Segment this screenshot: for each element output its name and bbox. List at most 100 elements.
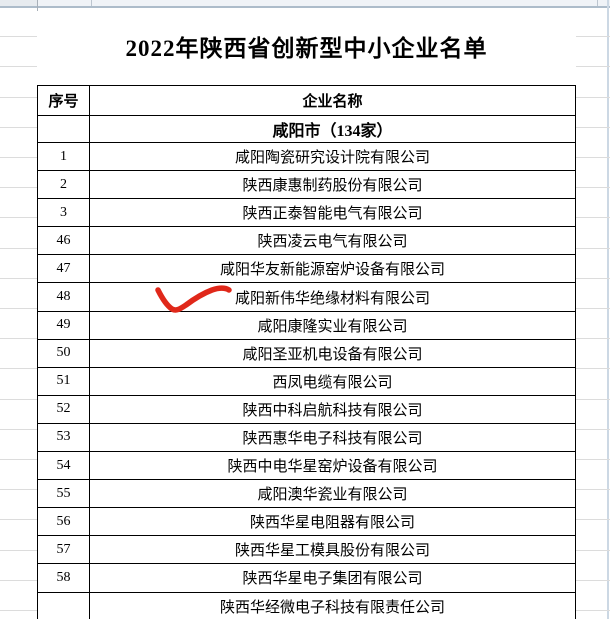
gridline-horizontal xyxy=(0,610,37,611)
table-row: 2 陕西康惠制药股份有限公司 xyxy=(37,170,576,200)
gridline-horizontal xyxy=(576,549,610,551)
row-number-cell[interactable]: 57 xyxy=(37,535,90,565)
company-name-cell[interactable]: 陕西华经微电子科技有限责任公司 xyxy=(89,591,576,619)
gridline-horizontal xyxy=(0,217,37,219)
gridline-horizontal xyxy=(576,277,610,279)
gridline-horizontal xyxy=(0,579,37,581)
row-number-cell[interactable]: 2 xyxy=(37,170,90,200)
gridline-horizontal xyxy=(0,459,37,460)
company-name-cell[interactable]: 陕西正泰智能电气有限公司 xyxy=(89,198,576,228)
gridline-horizontal xyxy=(576,187,610,189)
row-number-cell[interactable]: 50 xyxy=(37,338,90,368)
table-row: 49 咸阳康隆实业有限公司 xyxy=(37,310,576,340)
table-row: 48 咸阳新伟华绝缘材料有限公司 xyxy=(37,282,576,312)
company-name-cell[interactable]: 咸阳康隆实业有限公司 xyxy=(89,310,576,340)
table-header-row: 序号 企业名称 xyxy=(37,85,576,116)
table-row: 53 陕西惠华电子科技有限公司 xyxy=(37,422,576,453)
company-name-cell[interactable]: 陕西惠华电子科技有限公司 xyxy=(89,422,576,453)
table-row: 57 陕西华星工模具股份有限公司 xyxy=(37,535,576,565)
gridline-horizontal xyxy=(576,96,610,98)
row-number-cell[interactable]: 53 xyxy=(37,422,90,453)
gridline-horizontal xyxy=(576,157,610,158)
header-cell-no[interactable]: 序号 xyxy=(37,85,90,116)
company-name-cell[interactable]: 陕西华星电阻器有限公司 xyxy=(89,507,576,537)
table-row: 56 陕西华星电阻器有限公司 xyxy=(37,507,576,537)
company-name-cell[interactable]: 咸阳新伟华绝缘材料有限公司 xyxy=(89,282,576,312)
row-number-cell[interactable]: 47 xyxy=(37,254,90,284)
row-number-cell[interactable]: 56 xyxy=(37,507,90,537)
company-name-cell[interactable]: 陕西华星工模具股份有限公司 xyxy=(89,535,576,565)
gridline-horizontal xyxy=(576,66,610,68)
gridline-horizontal xyxy=(576,459,610,460)
gridline-vertical xyxy=(91,0,92,6)
table-row: 3 陕西正泰智能电气有限公司 xyxy=(37,198,576,228)
table-row: 55 咸阳澳华瓷业有限公司 xyxy=(37,479,576,509)
gridline-horizontal xyxy=(0,277,37,279)
row-number-cell[interactable] xyxy=(37,591,90,619)
gridline-horizontal xyxy=(0,338,37,340)
company-name-cell[interactable]: 咸阳陶瓷研究设计院有限公司 xyxy=(89,141,576,172)
gridline-horizontal xyxy=(0,187,37,189)
row-number-cell[interactable]: 55 xyxy=(37,479,90,509)
gridline-horizontal xyxy=(576,126,610,128)
row-number-cell[interactable]: 54 xyxy=(37,451,90,481)
row-number-cell[interactable]: 58 xyxy=(37,563,90,593)
row-number-cell[interactable]: 3 xyxy=(37,198,90,228)
gridline-horizontal xyxy=(0,247,37,249)
gridline-horizontal xyxy=(576,368,610,370)
table-row: 1 咸阳陶瓷研究设计院有限公司 xyxy=(37,141,576,172)
gridline-horizontal xyxy=(0,428,37,430)
gridline-horizontal xyxy=(0,368,37,370)
row-number-cell[interactable]: 46 xyxy=(37,226,90,256)
company-name-cell[interactable]: 陕西中科启航科技有限公司 xyxy=(89,394,576,424)
company-name-cell[interactable]: 咸阳华友新能源窑炉设备有限公司 xyxy=(89,254,576,284)
city-section-cell[interactable]: 咸阳市（134家） xyxy=(89,114,576,143)
header-cell-company[interactable]: 企业名称 xyxy=(89,85,576,116)
gridline-horizontal xyxy=(0,157,37,158)
company-name-cell[interactable]: 陕西凌云电气有限公司 xyxy=(89,226,576,256)
gridline-horizontal xyxy=(576,338,610,340)
spreadsheet-top-row-strip xyxy=(0,0,610,8)
company-name-cell[interactable]: 咸阳圣亚机电设备有限公司 xyxy=(89,338,576,368)
table-row: 46 陕西凌云电气有限公司 xyxy=(37,226,576,256)
company-name-cell[interactable]: 西凤电缆有限公司 xyxy=(89,366,576,396)
row-number-cell[interactable]: 51 xyxy=(37,366,90,396)
gridline-horizontal xyxy=(576,36,610,38)
gridline-horizontal xyxy=(576,519,610,521)
gridline-horizontal xyxy=(576,217,610,219)
company-name-cell[interactable]: 陕西康惠制药股份有限公司 xyxy=(89,170,576,200)
sheet-title: 2022年陕西省创新型中小企业名单 xyxy=(125,35,488,61)
row-number-cell[interactable]: 48 xyxy=(37,282,90,312)
empty-cell[interactable] xyxy=(37,114,90,143)
gridline-vertical xyxy=(597,0,598,6)
gridline-vertical xyxy=(37,0,38,11)
gridline-horizontal xyxy=(0,66,37,68)
company-name-cell[interactable]: 陕西华星电子集团有限公司 xyxy=(89,563,576,593)
gridline-horizontal xyxy=(576,308,610,309)
row-number-cell[interactable]: 52 xyxy=(37,394,90,424)
gridline-horizontal xyxy=(576,489,610,491)
gridline-horizontal xyxy=(0,126,37,128)
gridline-horizontal xyxy=(576,247,610,249)
gridline-horizontal xyxy=(576,579,610,581)
gridline-horizontal xyxy=(0,308,37,309)
red-checkmark-annotation xyxy=(155,285,232,313)
gridline-horizontal xyxy=(0,519,37,521)
table-row-partial: 陕西华经微电子科技有限责任公司 xyxy=(37,591,576,619)
table-row: 52 陕西中科启航科技有限公司 xyxy=(37,394,576,424)
company-name-cell[interactable]: 咸阳澳华瓷业有限公司 xyxy=(89,479,576,509)
table-row: 51 西凤电缆有限公司 xyxy=(37,366,576,396)
gridline-horizontal xyxy=(0,549,37,551)
gridline-horizontal xyxy=(0,398,37,400)
gridline-horizontal xyxy=(0,489,37,491)
company-list-table: 序号 企业名称 咸阳市（134家） 1 咸阳陶瓷研究设计院有限公司 2 陕西康惠… xyxy=(37,85,576,619)
gridline-horizontal xyxy=(0,96,37,98)
table-row: 47 咸阳华友新能源窑炉设备有限公司 xyxy=(37,254,576,284)
row-number-cell[interactable]: 49 xyxy=(37,310,90,340)
city-section-row: 咸阳市（134家） xyxy=(37,114,576,143)
top-strip-left-cell xyxy=(0,0,37,6)
row-number-cell[interactable]: 1 xyxy=(37,141,90,172)
gridline-horizontal xyxy=(576,428,610,430)
company-name-cell[interactable]: 陕西中电华星窑炉设备有限公司 xyxy=(89,451,576,481)
